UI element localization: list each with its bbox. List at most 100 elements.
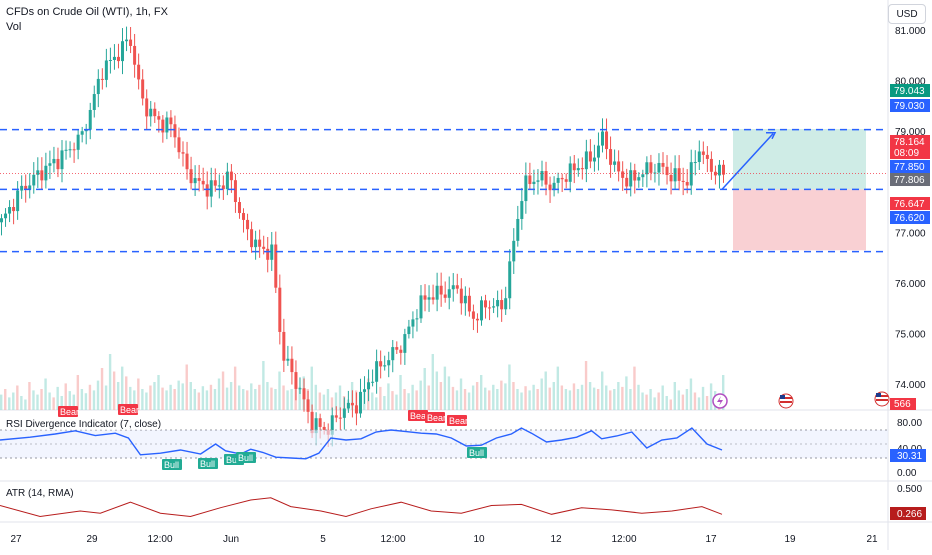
candle-body: [237, 202, 241, 214]
atr-value-text: 0.266: [897, 509, 922, 520]
candle-body: [108, 59, 112, 61]
candle-body: [165, 117, 169, 133]
candle-body: [12, 207, 16, 212]
candle-body: [72, 149, 76, 151]
bear-signal-text: Bear: [449, 416, 468, 426]
price-label-text: 77.806: [894, 175, 925, 186]
volume-bar: [12, 392, 15, 410]
candle-body: [588, 151, 592, 162]
candle-body: [104, 60, 108, 80]
candle-body: [435, 285, 439, 300]
currency-button[interactable]: USD: [888, 4, 926, 24]
volume-bar: [125, 376, 128, 410]
candle-body: [88, 109, 92, 130]
candle-body: [629, 170, 633, 187]
candle-body: [56, 158, 60, 170]
volume-bar: [596, 389, 600, 410]
volume-bar: [669, 399, 672, 410]
volume-bar: [705, 396, 709, 410]
candle-body: [286, 358, 290, 361]
volume-bar: [536, 389, 539, 410]
us-flag-icon[interactable]: [874, 391, 890, 407]
level-lines[interactable]: [0, 128, 888, 253]
candle-body: [407, 326, 411, 335]
volume-bar: [455, 390, 459, 410]
volume-bar: [185, 364, 188, 410]
volume-bar: [681, 394, 685, 410]
atr-pane[interactable]: 0.500 0.266: [0, 484, 926, 520]
bear-signal-tag: [447, 415, 467, 426]
chart-title[interactable]: CFDs on Crude Oil (WTI), 1h, FX: [6, 6, 168, 18]
volume-bar: [500, 380, 503, 410]
atr-legend[interactable]: ATR (14, RMA): [6, 488, 74, 499]
volume-bar: [427, 385, 430, 410]
candle-body: [621, 171, 625, 178]
volume-bar: [0, 394, 3, 410]
volume-bar: [233, 366, 237, 410]
bull-signal-text: Bull: [469, 448, 484, 458]
candle-body: [544, 171, 548, 185]
candle-body: [713, 171, 717, 176]
candle-body: [318, 418, 322, 427]
price-tick-label: 79.000: [895, 127, 926, 138]
volume-bar: [209, 384, 213, 410]
candle-body: [427, 297, 431, 300]
candle-body: [310, 411, 314, 434]
candle-body: [677, 168, 681, 181]
candle-body: [443, 294, 447, 298]
volume-bar: [383, 396, 386, 410]
volume-bar: [72, 394, 76, 410]
us-flag-icon[interactable]: [778, 393, 794, 409]
volume-bar: [423, 368, 426, 410]
candle-body: [673, 168, 677, 182]
volume-bar: [80, 389, 84, 410]
time-axis[interactable]: 27 29 12:00 Jun 5 12:00 10 12 12:00 17 19 21: [10, 534, 878, 545]
volume-bar: [588, 382, 592, 410]
volume-bar: [544, 371, 547, 410]
volume-bar: [556, 366, 560, 410]
candle-body: [552, 182, 556, 191]
price-label-box: [890, 84, 930, 97]
candle-body: [367, 382, 371, 390]
volume-bar: [492, 384, 495, 410]
bull-signal-tag: [236, 452, 256, 463]
candle-body: [181, 152, 185, 154]
volume-bar: [629, 389, 632, 410]
candle-body: [290, 358, 294, 373]
rsi-legend[interactable]: RSI Divergence Indicator (7, close): [6, 419, 162, 430]
candle-body: [540, 171, 544, 181]
candle-body: [572, 163, 576, 171]
candle-body: [709, 158, 713, 172]
volume-bar: [709, 383, 713, 410]
volume-bar: [129, 386, 132, 410]
candle-body: [0, 218, 3, 223]
volume-bar: [262, 361, 265, 410]
volume-bar: [36, 394, 39, 410]
candle-body: [645, 162, 649, 175]
candle-body: [625, 177, 629, 187]
volume-bar: [88, 384, 92, 410]
volume-bar: [471, 385, 475, 410]
candle-body: [342, 408, 346, 418]
volume-legend[interactable]: Vol: [6, 21, 22, 33]
price-label-box: [890, 211, 930, 224]
price-tick-label: 75.000: [895, 330, 926, 341]
volume-bar: [584, 361, 588, 410]
volume-bar: [145, 392, 148, 410]
volume-bar: [467, 392, 471, 410]
lightning-icon[interactable]: [712, 393, 728, 409]
volume-bar: [254, 389, 257, 410]
candle-body: [548, 184, 552, 191]
volume-bar: [520, 392, 523, 410]
candle-body: [209, 180, 213, 197]
volume-bar: [64, 383, 67, 410]
time-tick-label: 19: [784, 534, 796, 545]
candle-body: [479, 300, 483, 321]
time-tick-label: 29: [86, 534, 98, 545]
volume-bar: [157, 375, 160, 410]
volume-bar: [403, 389, 406, 410]
